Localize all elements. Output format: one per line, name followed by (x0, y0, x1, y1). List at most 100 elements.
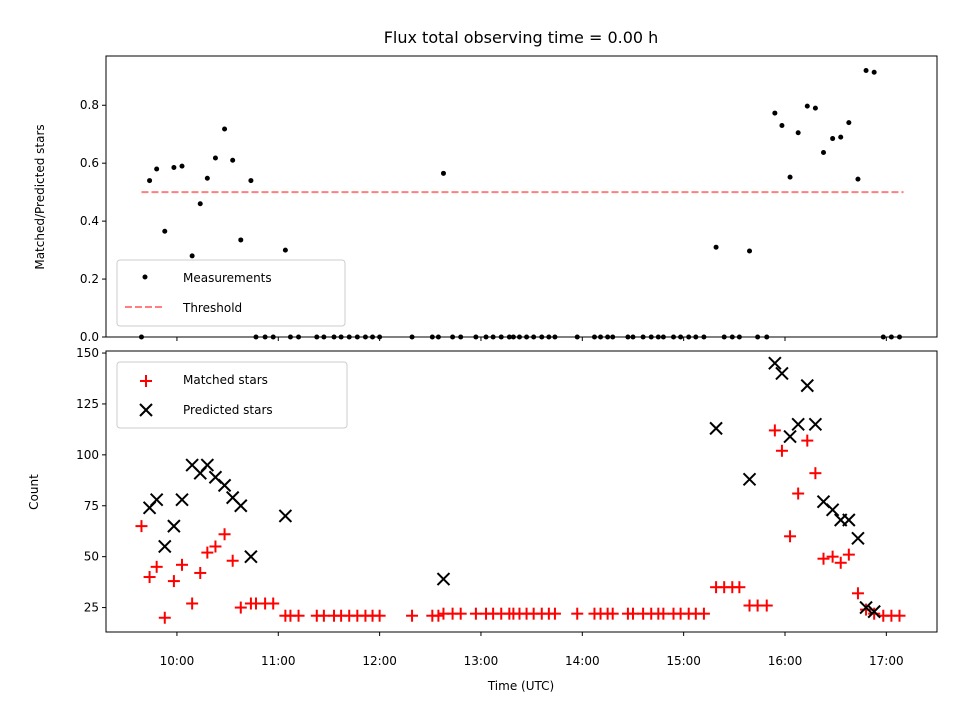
bottom-y-tick-label: 100 (76, 448, 99, 462)
matched-stars-point (760, 599, 773, 612)
predicted-stars-point (783, 429, 797, 444)
matched-stars-point (697, 607, 710, 620)
predicted-stars-point (709, 421, 723, 436)
bottom-x-tick-label: 12:00 (362, 654, 397, 668)
matched-stars-point (868, 607, 881, 620)
x-stroke-b (200, 458, 215, 472)
x-stroke-b (208, 470, 223, 484)
matched-stars-point (143, 571, 156, 584)
matched-stars-point (234, 601, 247, 614)
x-stroke-b (783, 429, 797, 444)
bottom-x-tick-label: 11:00 (261, 654, 296, 668)
predicted-stars-point (200, 458, 215, 472)
legend-predicted-label: Predicted stars (183, 403, 273, 417)
legend-measurements-marker (142, 274, 148, 280)
predicted-stars-point (742, 472, 757, 486)
bottom-x-tick-label: 15:00 (666, 654, 701, 668)
x-stroke-b (149, 492, 164, 507)
bottom-x-tick-label: 10:00 (160, 654, 195, 668)
top-subplot: 0.00.20.40.60.8 Matched/Predicted stars … (33, 55, 938, 344)
top-y-axis-label: Matched/Predicted stars (33, 124, 47, 269)
matched-stars-point (267, 597, 280, 610)
top-y-tick-label: 0.0 (80, 330, 99, 344)
legend-threshold-label: Threshold (182, 301, 242, 315)
matched-stars-point (809, 467, 822, 480)
predicted-stars-point (234, 499, 248, 513)
bottom-y-tick-label: 125 (76, 397, 99, 411)
predicted-stars-point (842, 513, 856, 527)
predicted-stars-point (825, 503, 840, 517)
measurements-point (812, 105, 818, 111)
matched-stars-point (768, 424, 781, 437)
measurements-point (248, 178, 254, 184)
predicted-stars-point (800, 378, 814, 393)
matched-stars-point (158, 611, 171, 624)
bottom-axes-frame (105, 350, 938, 633)
measurements-point (804, 103, 810, 109)
top-y-tick-label: 0.6 (80, 156, 99, 170)
matched-stars-point (571, 607, 584, 620)
matched-stars-point (406, 609, 419, 622)
x-stroke-b (742, 472, 757, 486)
matched-stars-point (548, 607, 561, 620)
matched-stars-point (775, 444, 788, 457)
matched-stars-point (626, 607, 639, 620)
bottom-legend: Matched stars Predicted stars (116, 361, 348, 429)
matched-stars-point (817, 552, 830, 565)
predicted-stars-point (175, 492, 189, 507)
x-stroke-b (851, 531, 865, 546)
bottom-subplot: 25 50 75 100 125 150 10:00 11:00 12:00 13:00 14:00… (27, 346, 938, 693)
predicted-stars-point (278, 509, 293, 523)
x-stroke-b (158, 539, 172, 554)
x-stroke-b (859, 600, 873, 615)
measurements-point (189, 253, 195, 259)
measurements-point (162, 228, 168, 234)
predicted-stars-point (851, 531, 865, 546)
matched-stars-point (317, 609, 330, 622)
measurements-point (747, 248, 753, 254)
matched-stars-point (226, 554, 239, 567)
matched-stars-point (826, 550, 839, 563)
matched-stars-point (373, 609, 386, 622)
x-stroke-b (791, 417, 805, 432)
measurements-point (179, 163, 185, 169)
x-stroke-b (278, 509, 293, 523)
measurements-point (795, 130, 801, 136)
measurements-point (147, 178, 153, 184)
x-stroke-b (816, 494, 831, 509)
matched-stars-point (792, 487, 805, 500)
predicted-stars-point (808, 417, 823, 432)
matched-stars-point (606, 607, 619, 620)
top-y-tick-label: 0.2 (80, 272, 99, 286)
x-stroke-b (808, 417, 823, 432)
legend-measurements-label: Measurements (183, 271, 272, 285)
matched-stars-point (201, 546, 214, 559)
bottom-y-tick-label: 25 (84, 601, 99, 615)
measurements-point (871, 69, 877, 75)
measurements-point (846, 120, 852, 126)
matched-stars-point (432, 609, 445, 622)
bottom-y-axis-label: Count (27, 474, 41, 510)
matched-stars-point (860, 603, 873, 616)
legend-matched-label: Matched stars (183, 373, 268, 387)
measurements-point (440, 170, 446, 176)
bottom-y-tick-label: 75 (84, 499, 99, 513)
matched-stars-point (733, 581, 746, 594)
matched-stars-point (150, 560, 163, 573)
measurements-point (204, 175, 210, 181)
predicted-stars-point (859, 600, 873, 615)
measurements-point (154, 166, 160, 172)
measurements-point (820, 149, 826, 155)
measurements-point (772, 110, 778, 116)
x-stroke-b (436, 572, 451, 586)
matched-stars-point (209, 540, 222, 553)
predicted-stars-point (867, 604, 881, 619)
matched-stars-point (186, 597, 199, 610)
x-stroke-b (244, 549, 258, 564)
x-axis-label: Time (UTC) (487, 679, 554, 693)
x-stroke-b (234, 499, 248, 513)
matched-stars-point (834, 556, 847, 569)
measurements-point (855, 176, 861, 182)
bottom-y-tick-label: 150 (76, 346, 99, 360)
